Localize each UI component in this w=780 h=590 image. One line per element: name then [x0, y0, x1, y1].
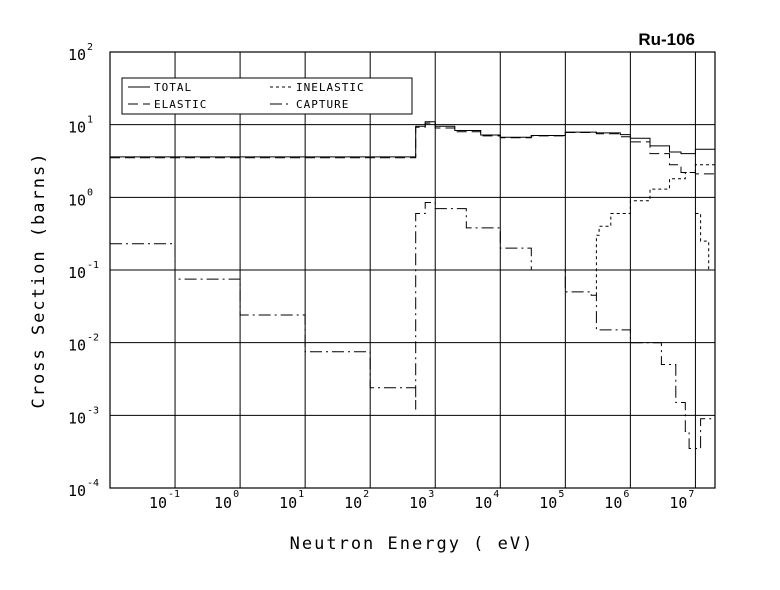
- y-tick-exponent: 0: [87, 187, 93, 198]
- x-tick-exponent: 0: [233, 489, 239, 500]
- x-tick-base: 10: [539, 494, 557, 512]
- y-tick-exponent: -4: [87, 478, 99, 489]
- series-capture-line: [110, 202, 716, 449]
- y-axis-title: Cross Section (barns): [29, 152, 49, 409]
- y-tick-label: 10 -1: [68, 260, 99, 282]
- x-tick-base: 10: [669, 494, 687, 512]
- series-layer: [110, 121, 716, 449]
- y-tick-base: 10: [68, 482, 86, 500]
- legend-label-capture: CAPTURE: [296, 98, 349, 111]
- x-tick-label: 10 7: [669, 489, 694, 512]
- grid-lines: [110, 52, 715, 488]
- legend-box: [121, 77, 413, 115]
- x-tick-label: 10 -1: [149, 489, 180, 512]
- x-tick-exponent: 5: [558, 489, 564, 500]
- x-tick-label: 10 4: [474, 489, 499, 512]
- x-tick-base: 10: [149, 494, 167, 512]
- y-tick-label: 10 0: [68, 187, 93, 209]
- x-tick-label: 10 2: [344, 489, 369, 512]
- y-tick-exponent: 2: [87, 42, 93, 53]
- x-tick-exponent: 1: [298, 489, 304, 500]
- x-tick-base: 10: [604, 494, 622, 512]
- y-tick-label: 10 -4: [68, 478, 99, 500]
- series-total-line: [110, 121, 716, 158]
- x-tick-exponent: 4: [493, 489, 499, 500]
- legend: TOTAL ELASTIC INELASTIC CAPTURE: [121, 77, 413, 115]
- legend-label-inelastic: INELASTIC: [296, 81, 365, 94]
- x-tick-base: 10: [409, 494, 427, 512]
- x-tick-label: 10 0: [214, 489, 239, 512]
- x-tick-base: 10: [214, 494, 232, 512]
- x-tick-label: 10 6: [604, 489, 629, 512]
- y-tick-label: 10 1: [68, 115, 93, 137]
- y-tick-label: 10 -3: [68, 405, 99, 427]
- x-tick-exponent: 3: [428, 489, 434, 500]
- x-axis-ticks: 10 -1 10 0 10 1 10 2 10 3 10 4 10 5 10 6 10 7: [149, 489, 694, 512]
- y-tick-exponent: -1: [87, 260, 99, 271]
- x-tick-exponent: 6: [623, 489, 629, 500]
- x-tick-base: 10: [279, 494, 297, 512]
- y-tick-exponent: -2: [87, 333, 99, 344]
- y-tick-base: 10: [68, 191, 86, 209]
- legend-label-elastic: ELASTIC: [154, 98, 207, 111]
- x-tick-exponent: 7: [688, 489, 694, 500]
- x-tick-label: 10 3: [409, 489, 434, 512]
- y-tick-exponent: 1: [87, 115, 93, 126]
- x-tick-exponent: 2: [363, 489, 369, 500]
- y-tick-base: 10: [68, 119, 86, 137]
- series-inelastic-tail-line: [695, 213, 716, 277]
- y-tick-base: 10: [68, 46, 86, 64]
- y-tick-base: 10: [68, 337, 86, 355]
- y-tick-exponent: -3: [87, 405, 99, 416]
- y-tick-base: 10: [68, 409, 86, 427]
- x-tick-base: 10: [344, 494, 362, 512]
- legend-label-total: TOTAL: [154, 81, 192, 94]
- x-axis-title: Neutron Energy ( eV): [290, 534, 535, 554]
- y-tick-label: 10 2: [68, 42, 93, 64]
- chart-title: Ru-106: [638, 30, 695, 49]
- plot-frame: [109, 51, 716, 489]
- series-elastic-line: [110, 122, 716, 178]
- x-tick-exponent: -1: [168, 489, 180, 500]
- x-tick-label: 10 1: [279, 489, 304, 512]
- y-tick-base: 10: [68, 264, 86, 282]
- x-tick-base: 10: [474, 494, 492, 512]
- y-tick-label: 10 -2: [68, 333, 99, 355]
- series-inelastic-line: [595, 160, 716, 296]
- x-tick-label: 10 5: [539, 489, 564, 512]
